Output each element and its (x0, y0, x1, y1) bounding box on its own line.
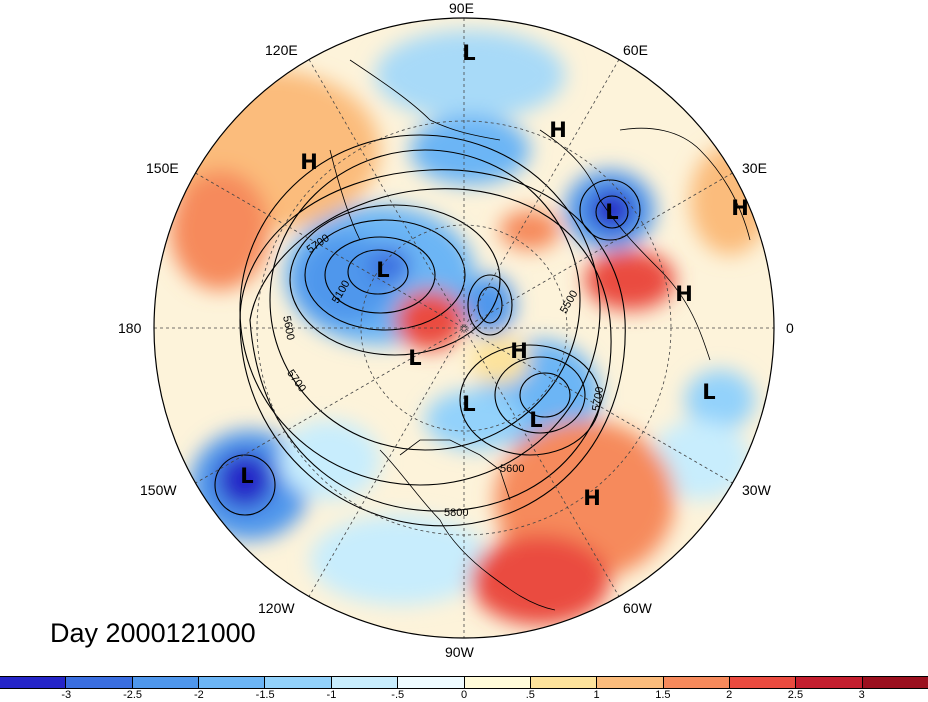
colorbar-tick-label: 1.5 (655, 689, 671, 701)
colorbar-segment (199, 677, 266, 688)
lon-label-60e: 60E (623, 42, 648, 58)
lon-label-90e: 90E (449, 0, 474, 16)
colorbar-tick-label: 2 (726, 689, 733, 701)
colorbar-segment (331, 677, 399, 688)
lon-label-150e: 150E (146, 160, 179, 176)
colorbar-tick-label: 3 (858, 689, 865, 701)
colorbar-tick-label: -2.5 (123, 689, 143, 701)
colorbar-segment (530, 677, 598, 688)
lon-label-120e: 120E (265, 42, 298, 58)
coastlines (329, 59, 751, 611)
lon-label-30e: 30E (742, 160, 767, 176)
geopotential-contours (214, 134, 641, 527)
lon-label-150w: 150W (140, 482, 177, 498)
lon-label-90w: 90W (445, 644, 474, 660)
pressure-low: L (605, 200, 619, 224)
lon-label-60w: 60W (623, 600, 652, 616)
colorbar-segment (0, 677, 67, 688)
colorbar-ticks: -3 -2.5 -2 -1.5 -1 -.5 0 .5 1 1.5 2 2.5 3 (0, 689, 928, 702)
colorbar-segment (66, 677, 133, 688)
contour-label: 5800 (444, 507, 469, 519)
colorbar-tick-label: -1 (326, 689, 337, 701)
colorbar-tick-label: 0 (460, 689, 468, 701)
colorbar-segment (796, 677, 863, 688)
colorbar-segment (729, 677, 797, 688)
pressure-low: L (462, 392, 476, 416)
pressure-low: L (462, 41, 476, 65)
lon-label-30w: 30W (742, 482, 771, 498)
colorbar-segment (132, 677, 200, 688)
pressure-high: H (583, 486, 601, 510)
colorbar-segment (663, 677, 730, 688)
pressure-high: H (675, 282, 693, 306)
pressure-low: L (408, 346, 422, 370)
colorbar (0, 676, 928, 689)
pressure-low: L (529, 408, 543, 432)
colorbar-segment (398, 677, 465, 688)
colorbar-segment (597, 677, 664, 688)
pressure-high: H (549, 118, 567, 142)
colorbar-segment (265, 677, 332, 688)
lon-label-0: 0 (786, 320, 794, 336)
colorbar-tick-label: .5 (525, 689, 535, 701)
pressure-low: L (702, 380, 716, 404)
lon-label-180: 180 (118, 320, 142, 336)
colorbar-tick-label: -2 (193, 689, 204, 701)
colorbar-tick-label: -1.5 (255, 689, 275, 701)
colorbar-segment (862, 677, 928, 688)
colorbar-tick-label: -.5 (391, 689, 405, 701)
pressure-low: L (240, 464, 254, 488)
colorbar-tick-label: -3 (61, 689, 72, 701)
pressure-high: H (510, 339, 528, 363)
date-label: Day 2000121000 (50, 618, 256, 648)
colorbar-tick-label: 1 (593, 689, 600, 701)
map-boundary (153, 17, 775, 639)
graticule (154, 18, 774, 638)
pressure-low: L (376, 258, 390, 282)
colorbar-segment (464, 677, 531, 688)
lon-label-120w: 120W (258, 600, 295, 616)
colorbar-tick-label: 2.5 (787, 689, 804, 701)
contour-label: 5600 (500, 463, 525, 475)
pressure-high: H (300, 150, 318, 174)
pressure-high: H (731, 196, 749, 220)
